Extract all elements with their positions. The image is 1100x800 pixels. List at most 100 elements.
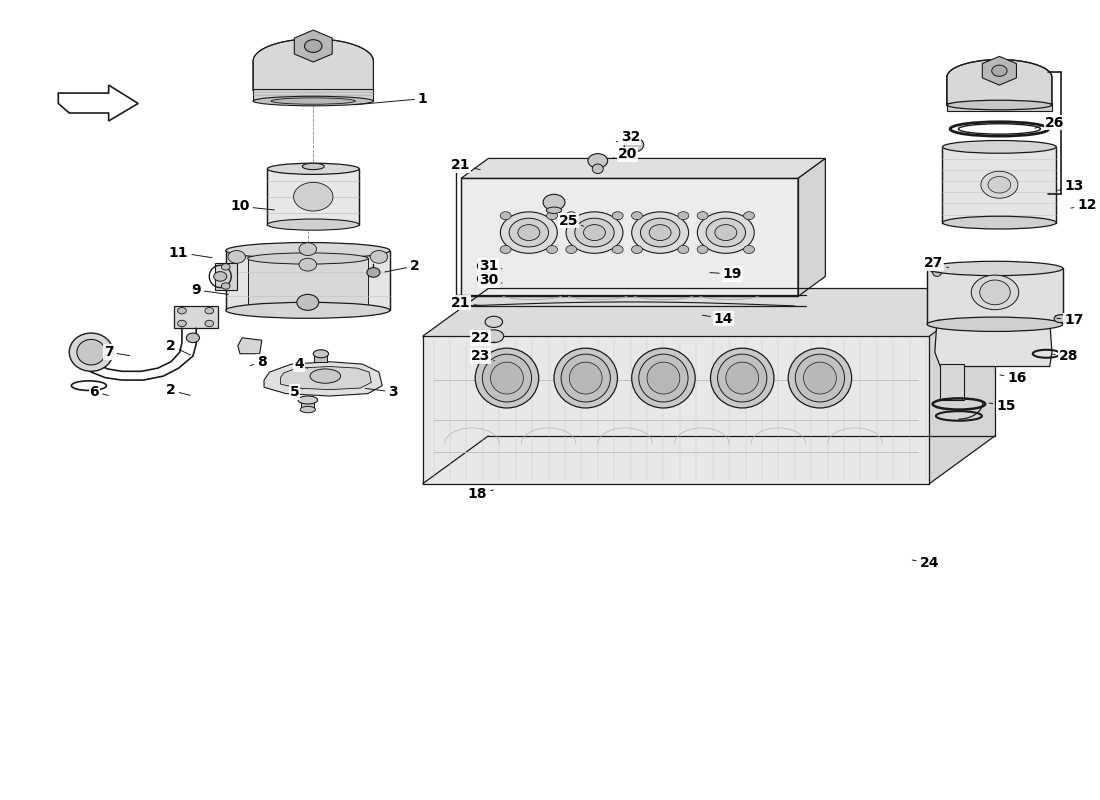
Text: 7: 7 (103, 345, 130, 359)
Text: 25: 25 (559, 214, 584, 228)
Ellipse shape (706, 218, 746, 247)
Polygon shape (461, 178, 798, 296)
Text: 16: 16 (1000, 370, 1026, 385)
Circle shape (565, 212, 576, 220)
Text: 1: 1 (354, 92, 428, 106)
Text: 11: 11 (169, 246, 212, 259)
Circle shape (631, 246, 642, 254)
Polygon shape (301, 400, 315, 410)
Ellipse shape (971, 275, 1019, 310)
Ellipse shape (69, 333, 113, 371)
Polygon shape (238, 338, 262, 354)
Ellipse shape (981, 171, 1018, 198)
Circle shape (678, 246, 689, 254)
Text: 4: 4 (294, 357, 308, 371)
Circle shape (547, 212, 558, 220)
Ellipse shape (647, 362, 680, 394)
Ellipse shape (485, 316, 503, 327)
Polygon shape (461, 158, 825, 178)
Ellipse shape (711, 348, 774, 408)
Ellipse shape (988, 177, 1011, 193)
Polygon shape (226, 250, 389, 310)
Ellipse shape (927, 317, 1063, 331)
Circle shape (613, 246, 624, 254)
Circle shape (297, 294, 319, 310)
Circle shape (613, 212, 624, 220)
Ellipse shape (475, 348, 539, 408)
Circle shape (744, 246, 755, 254)
Ellipse shape (931, 263, 944, 274)
Ellipse shape (943, 141, 1056, 154)
Ellipse shape (302, 163, 324, 170)
Ellipse shape (789, 348, 851, 408)
Ellipse shape (518, 225, 540, 241)
Text: 32: 32 (616, 130, 640, 144)
Ellipse shape (226, 302, 389, 318)
Text: 30: 30 (478, 274, 502, 287)
Ellipse shape (943, 216, 1056, 229)
Ellipse shape (803, 362, 836, 394)
Text: 23: 23 (471, 349, 495, 363)
Circle shape (477, 273, 495, 285)
Ellipse shape (500, 212, 558, 254)
Text: 5: 5 (289, 385, 302, 399)
Text: 27: 27 (924, 256, 948, 270)
Polygon shape (935, 320, 1052, 366)
Ellipse shape (248, 253, 368, 264)
Polygon shape (264, 362, 382, 396)
Ellipse shape (267, 163, 360, 174)
Text: 12: 12 (1071, 198, 1097, 212)
Circle shape (221, 264, 230, 270)
Circle shape (177, 320, 186, 326)
Ellipse shape (631, 348, 695, 408)
Text: 26: 26 (1035, 115, 1064, 130)
Circle shape (177, 307, 186, 314)
Circle shape (299, 242, 317, 255)
Ellipse shape (795, 354, 845, 402)
Polygon shape (947, 60, 1052, 105)
Circle shape (294, 182, 333, 211)
Text: 6: 6 (89, 385, 108, 399)
Ellipse shape (253, 96, 373, 106)
Text: 24: 24 (912, 557, 939, 570)
Text: 14: 14 (702, 312, 734, 326)
Text: 22: 22 (471, 331, 494, 345)
Text: 19: 19 (710, 267, 742, 281)
Polygon shape (174, 306, 218, 328)
Ellipse shape (314, 350, 329, 358)
Circle shape (367, 268, 380, 278)
Polygon shape (422, 288, 996, 336)
Circle shape (547, 246, 558, 254)
Text: 3: 3 (365, 385, 398, 399)
Ellipse shape (484, 330, 504, 342)
Polygon shape (798, 158, 825, 296)
Text: 9: 9 (191, 283, 229, 297)
Ellipse shape (491, 362, 524, 394)
Text: 15: 15 (989, 399, 1015, 414)
Circle shape (992, 65, 1007, 76)
Polygon shape (943, 147, 1056, 222)
Circle shape (371, 250, 387, 263)
Ellipse shape (267, 219, 360, 230)
Text: 18: 18 (468, 487, 493, 501)
Polygon shape (982, 56, 1016, 85)
Ellipse shape (271, 98, 355, 104)
Circle shape (678, 212, 689, 220)
Circle shape (221, 283, 230, 289)
Polygon shape (253, 89, 373, 101)
Circle shape (500, 212, 512, 220)
Ellipse shape (300, 406, 316, 413)
Text: 17: 17 (1057, 314, 1084, 327)
Ellipse shape (310, 369, 341, 383)
Polygon shape (280, 366, 372, 390)
Ellipse shape (547, 207, 562, 214)
Circle shape (565, 246, 576, 254)
Polygon shape (58, 85, 139, 121)
Ellipse shape (226, 242, 389, 258)
Text: 20: 20 (612, 147, 637, 162)
Circle shape (205, 307, 213, 314)
Text: 2: 2 (385, 259, 420, 273)
Polygon shape (253, 39, 373, 90)
Circle shape (631, 212, 642, 220)
Text: 21: 21 (451, 158, 481, 172)
